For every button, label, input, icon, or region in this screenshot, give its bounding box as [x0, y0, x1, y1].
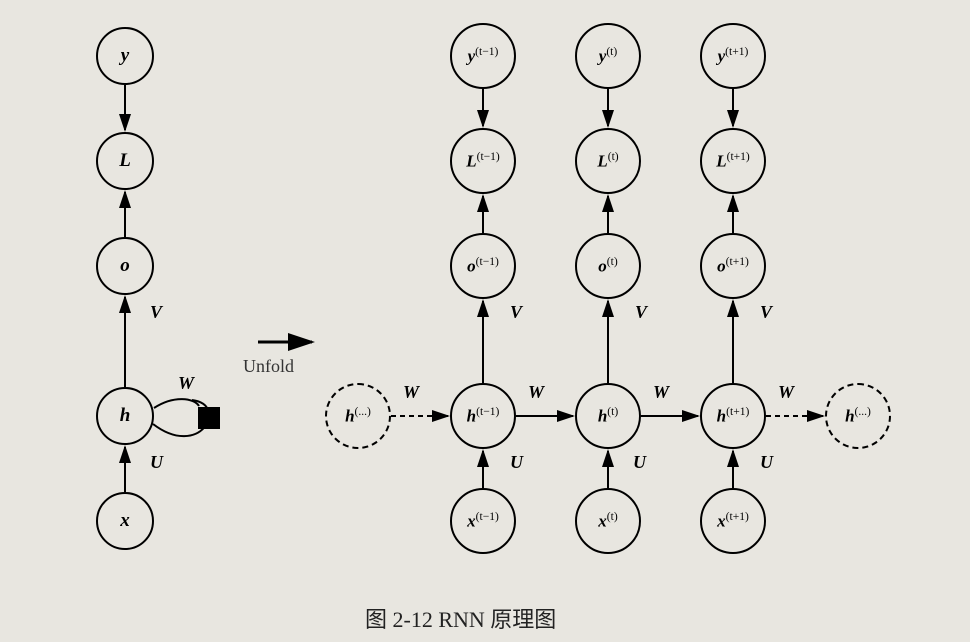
label-L: L	[119, 150, 131, 172]
label-y: y	[121, 45, 129, 67]
label-o: o	[120, 255, 130, 277]
node-y-t: y(t)	[575, 23, 641, 89]
label-W-2: W	[653, 382, 669, 403]
rnn-diagram: y L o h x V U W Unfold h(...) y(t−1) L(t…	[0, 0, 970, 642]
label-V-t: V	[635, 302, 647, 323]
label-W-3: W	[778, 382, 794, 403]
label-V-folded: V	[150, 302, 162, 323]
node-x-tm1: x(t−1)	[450, 488, 516, 554]
label-V-tp1: V	[760, 302, 772, 323]
label-h: h	[120, 405, 131, 427]
node-o: o	[96, 237, 154, 295]
node-L: L	[96, 132, 154, 190]
node-h: h	[96, 387, 154, 445]
node-x-tp1: x(t+1)	[700, 488, 766, 554]
label-U-folded: U	[150, 452, 163, 473]
node-y-tm1: y(t−1)	[450, 23, 516, 89]
label-h-dots-l: h(...)	[345, 405, 371, 427]
figure-caption: 图 2-12 RNN 原理图	[365, 602, 556, 634]
node-L-tm1: L(t−1)	[450, 128, 516, 194]
node-h-t: h(t)	[575, 383, 641, 449]
node-h-tp1: h(t+1)	[700, 383, 766, 449]
node-y-tp1: y(t+1)	[700, 23, 766, 89]
node-h-dots-left: h(...)	[325, 383, 391, 449]
self-loop-square	[198, 407, 220, 429]
node-h-tm1: h(t−1)	[450, 383, 516, 449]
label-W-folded: W	[178, 373, 194, 394]
unfold-label: Unfold	[243, 356, 294, 377]
node-L-tp1: L(t+1)	[700, 128, 766, 194]
node-h-dots-right: h(...)	[825, 383, 891, 449]
node-o-tp1: o(t+1)	[700, 233, 766, 299]
label-W-0: W	[403, 382, 419, 403]
label-U-tm1: U	[510, 452, 523, 473]
label-U-tp1: U	[760, 452, 773, 473]
label-U-t: U	[633, 452, 646, 473]
node-o-t: o(t)	[575, 233, 641, 299]
node-x-t: x(t)	[575, 488, 641, 554]
node-x: x	[96, 492, 154, 550]
label-x: x	[120, 510, 130, 532]
label-h-dots-r: h(...)	[845, 405, 871, 427]
label-W-1: W	[528, 382, 544, 403]
node-y: y	[96, 27, 154, 85]
node-L-t: L(t)	[575, 128, 641, 194]
label-V-tm1: V	[510, 302, 522, 323]
node-o-tm1: o(t−1)	[450, 233, 516, 299]
